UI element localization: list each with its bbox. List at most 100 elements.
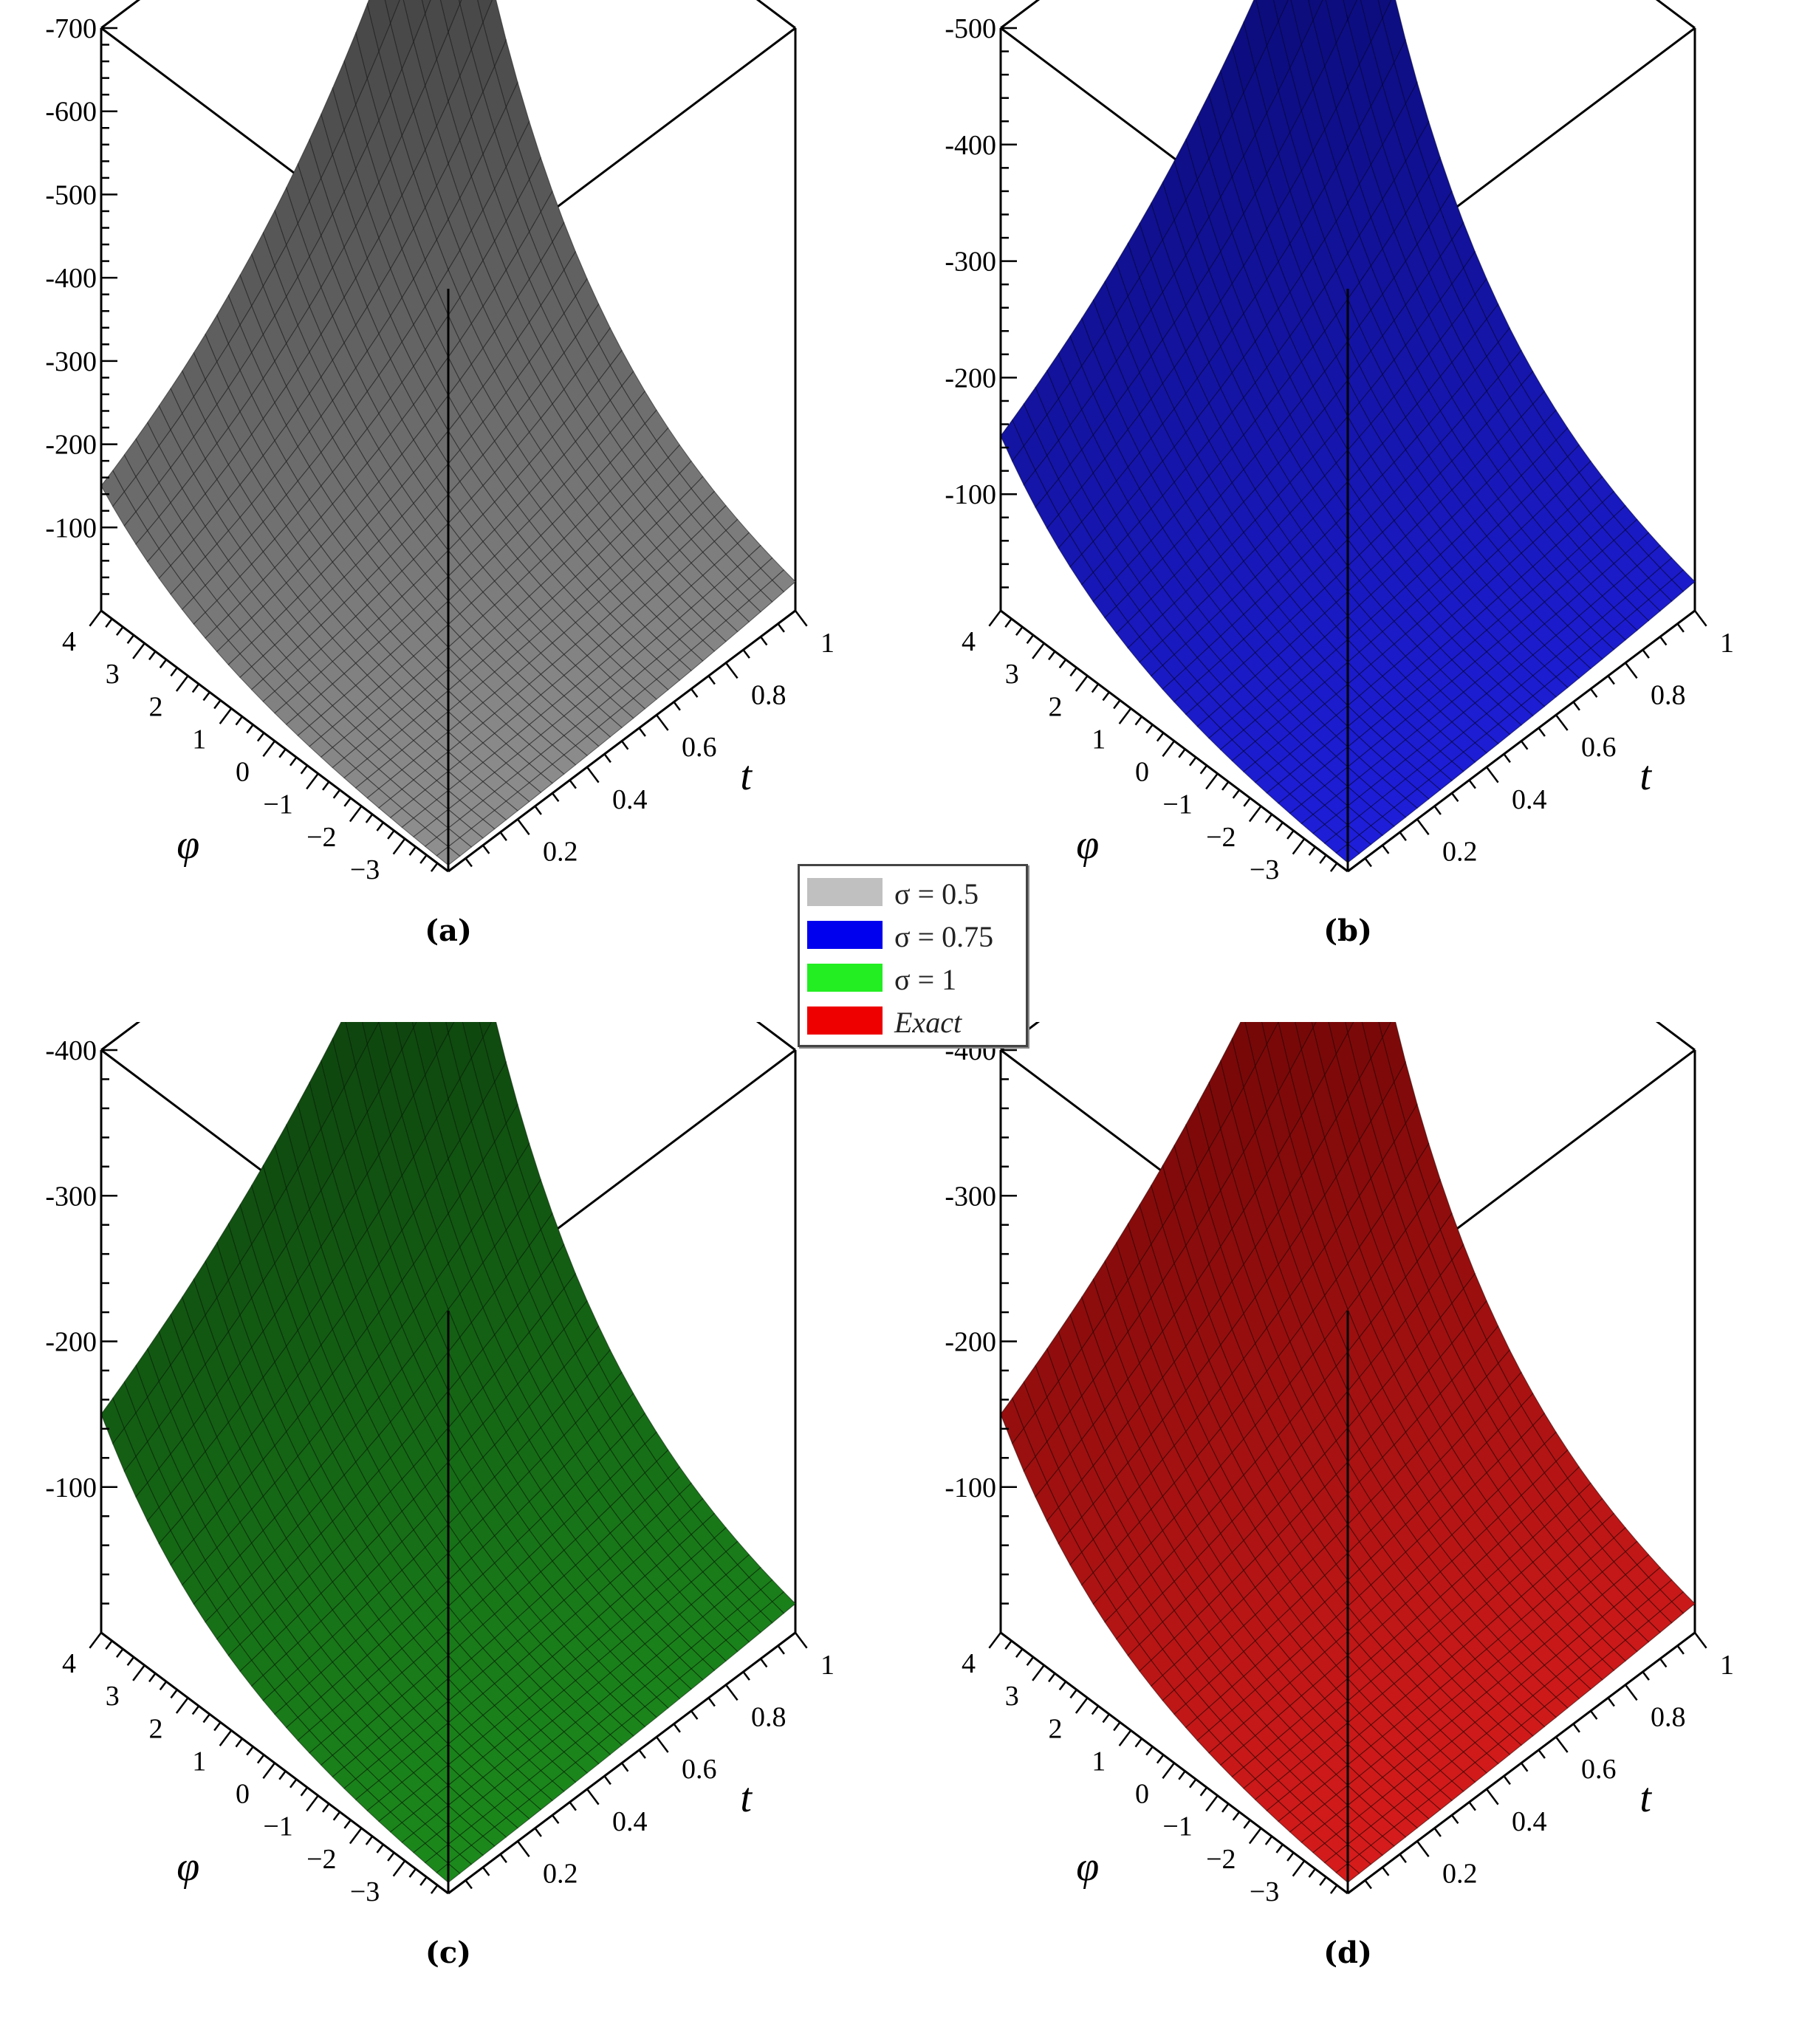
t-tick: [1538, 727, 1546, 737]
z-axis: -100 -200 -300 -400 -500 -600 -700: [45, 13, 117, 611]
t-tick: [1433, 1827, 1442, 1837]
phi-tick: [115, 626, 124, 637]
phi-tick: [89, 1632, 102, 1649]
phi-tick: [1248, 1828, 1262, 1845]
surface-mesh: [100, 1022, 796, 1884]
phi-tick: [148, 1673, 157, 1683]
panel-caption: (b): [1323, 913, 1372, 948]
t-tick: [1659, 1658, 1668, 1668]
panel-caption: (c): [425, 1935, 471, 1970]
phi-tick: [262, 1762, 276, 1780]
phi-tick: [1319, 854, 1327, 864]
t-tick: [794, 1632, 808, 1649]
t-axis: 0.2 0.4 0.6 0.8 1 t: [1364, 610, 1734, 867]
phi-tick-label: −1: [263, 1811, 292, 1842]
phi-tick: [1329, 862, 1338, 872]
t-tick: [603, 753, 611, 764]
t-tick-label: 0.4: [1512, 1806, 1547, 1837]
phi-tick: [175, 1697, 189, 1714]
phi-tick: [419, 1876, 428, 1886]
z-tick-label: -100: [945, 1472, 996, 1503]
phi-tick: [289, 756, 298, 766]
phi-tick-label: 0: [236, 1779, 250, 1810]
phi-tick: [89, 610, 102, 627]
t-tick-label: 0.4: [612, 1806, 648, 1837]
t-tick: [1624, 1684, 1638, 1701]
phi-tick: [1069, 1689, 1077, 1699]
phi-tick: [219, 707, 233, 724]
phi-tick: [1026, 634, 1035, 645]
t-tick: [1676, 1645, 1685, 1655]
t-tick: [1538, 1749, 1546, 1759]
phi-tick: [235, 716, 243, 726]
t-tick: [569, 1801, 577, 1811]
phi-tick: [170, 667, 178, 677]
phi-tick: [1118, 707, 1132, 724]
t-tick: [760, 1658, 768, 1668]
t-tick: [707, 675, 716, 685]
z-tick-label: -200: [45, 1327, 97, 1358]
t-tick-label: 1: [820, 628, 835, 659]
z-tick-label: -300: [45, 346, 97, 377]
phi-tick: [306, 1794, 319, 1812]
phi-tick: [1156, 1754, 1165, 1764]
phi-tick: [1032, 642, 1045, 659]
phi-tick-label: −2: [1206, 822, 1236, 853]
t-tick: [673, 1723, 681, 1733]
t-tick: [1433, 805, 1442, 815]
phi-tick-label: 1: [1092, 724, 1106, 755]
phi-tick: [1205, 1794, 1219, 1812]
phi-tick: [1264, 1836, 1273, 1845]
phi-tick: [1015, 1648, 1024, 1659]
phi-tick: [1015, 626, 1024, 637]
phi-tick: [246, 1746, 254, 1756]
t-tick: [638, 1749, 646, 1759]
t-tick: [1607, 1697, 1615, 1707]
t-tick: [760, 636, 768, 646]
phi-tick: [126, 634, 135, 645]
phi-tick: [322, 781, 330, 791]
t-tick: [1624, 662, 1638, 679]
panel-caption: (a): [425, 913, 472, 948]
phi-tick: [1113, 1721, 1121, 1732]
phi-tick: [1134, 1738, 1142, 1748]
panel-d-surface-plot: -100-200-300-4000.20.40.60.81t43210−1−2−…: [945, 1022, 1734, 1970]
phi-tick-label: 0: [236, 757, 250, 788]
phi-tick: [1205, 772, 1219, 790]
z-tick-label: -100: [945, 479, 996, 510]
legend-item-sigma-0-5: σ = 0.5: [800, 874, 1026, 910]
phi-tick: [235, 1738, 243, 1748]
phi-tick-label: 3: [1005, 659, 1019, 690]
phi-tick: [1188, 1778, 1197, 1788]
z-axis: -100 -200 -300 -400 -500: [945, 13, 1017, 611]
phi-tick: [1134, 716, 1142, 726]
legend-swatch: [807, 964, 883, 992]
t-tick-label: 0.2: [543, 1858, 578, 1889]
phi-tick: [1058, 1681, 1067, 1691]
t-tick: [1399, 1853, 1407, 1864]
t-tick: [586, 766, 600, 783]
t-tick: [777, 1645, 785, 1655]
phi-tick: [1292, 838, 1306, 855]
phi-tick-label: −2: [1206, 1844, 1236, 1875]
phi-tick: [1004, 618, 1012, 628]
phi-tick: [202, 1713, 210, 1724]
t-tick: [1399, 831, 1407, 842]
t-tick: [1450, 1814, 1459, 1825]
t-tick: [1364, 1879, 1372, 1890]
phi-tick-label: −3: [350, 1876, 380, 1907]
t-tick-label: 0.2: [543, 836, 578, 867]
t-axis-label: t: [1639, 1775, 1652, 1821]
t-tick: [724, 1684, 739, 1701]
t-tick: [1555, 714, 1569, 731]
legend-item-sigma-1: σ = 1: [800, 959, 1026, 996]
phi-tick-label: 1: [192, 724, 206, 755]
t-tick: [482, 844, 490, 854]
phi-tick-label: 4: [62, 1648, 76, 1679]
phi-tick: [1286, 1852, 1295, 1862]
t-tick-label: 0.8: [751, 680, 787, 711]
phi-tick: [419, 854, 428, 864]
phi-tick: [392, 1860, 406, 1877]
